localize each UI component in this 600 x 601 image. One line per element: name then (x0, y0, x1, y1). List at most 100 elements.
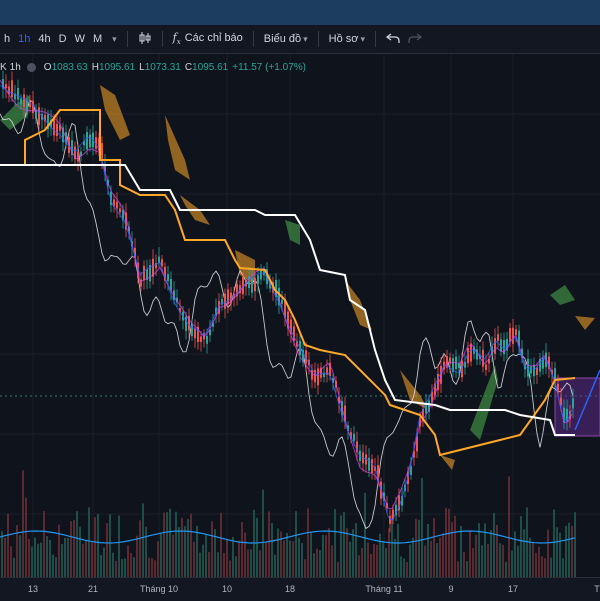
candle-body (74, 146, 76, 160)
candle-body (422, 408, 424, 422)
volume-bar (538, 546, 540, 577)
candle-body (209, 329, 211, 336)
interval-h[interactable]: h (4, 33, 11, 45)
candlestick-icon (139, 31, 151, 44)
candle-body (140, 279, 142, 287)
time-axis[interactable]: 13 21 Tháng 10 10 18 Tháng 11 9 17 T (0, 577, 600, 601)
volume-bar (391, 514, 393, 577)
volume-bar (274, 554, 276, 577)
volume-bar (409, 544, 411, 577)
volume-bar (406, 561, 408, 577)
redo-button[interactable] (404, 32, 426, 47)
candle-body (257, 275, 259, 284)
candle-body (512, 327, 514, 344)
price-chart[interactable] (0, 54, 600, 577)
candle-body (446, 355, 448, 368)
volume-bar (448, 508, 450, 577)
interval-4h[interactable]: 4h (38, 33, 51, 45)
volume-bar (325, 535, 327, 577)
chart-type-button[interactable] (134, 31, 156, 48)
candle-body (44, 114, 46, 122)
time-axis-label: 10 (221, 584, 233, 594)
volume-bar (91, 542, 93, 577)
undo-button[interactable] (382, 32, 404, 47)
chevron-down-icon[interactable]: ▾ (112, 33, 117, 44)
candle-body (53, 118, 55, 136)
volume-bar (133, 557, 135, 577)
profile-menu-button[interactable]: Hồ sơ ▾ (325, 33, 369, 45)
candle-body (260, 268, 262, 280)
indicators-button[interactable]: fx Các chỉ báo (169, 31, 247, 46)
candle-body (158, 256, 160, 264)
volume-bar (517, 545, 519, 577)
volume-bar (151, 558, 153, 577)
candle-body (338, 396, 340, 404)
volume-bar (46, 536, 48, 577)
candle-body (20, 98, 22, 105)
chart-canvas[interactable] (0, 54, 600, 577)
candle-body (200, 336, 202, 342)
candle-body (317, 368, 319, 386)
volume-bar (346, 528, 348, 577)
candle-body (8, 86, 10, 95)
candle-body (518, 330, 520, 347)
volume-bar (196, 525, 198, 577)
candle-body (122, 209, 124, 221)
candle-body (527, 358, 529, 377)
volume-bar (388, 528, 390, 577)
candle-body (419, 417, 421, 427)
candle-body (572, 398, 574, 409)
candle-body (389, 516, 391, 524)
candle-body (191, 324, 193, 337)
candle-body (278, 287, 280, 306)
volume-bar (298, 537, 300, 577)
volume-bar (154, 560, 156, 577)
volume-bar (214, 529, 216, 577)
volume-bar (115, 560, 117, 577)
candle-body (254, 277, 256, 292)
volume-bar (343, 511, 345, 577)
volume-bar (76, 511, 78, 577)
interval-w[interactable]: W (74, 33, 85, 45)
volume-bar (307, 508, 309, 577)
volume-bar (271, 523, 273, 577)
function-icon: fx (172, 31, 181, 47)
volume-bar (313, 553, 315, 577)
volume-bar (334, 509, 336, 577)
candle-body (413, 451, 415, 458)
chart-menu-label: Biểu đồ (263, 33, 302, 45)
volume-bar (394, 538, 396, 577)
candle-body (521, 348, 523, 358)
candle-body (557, 383, 559, 391)
legend-low-value: 1073.31 (144, 61, 181, 73)
volume-bar (565, 525, 567, 577)
volume-bar (403, 558, 405, 577)
candle-body (539, 358, 541, 372)
legend-low-label: L (139, 61, 145, 73)
volume-bar (352, 529, 354, 577)
volume-bar (436, 543, 438, 577)
candle-body (95, 137, 97, 149)
candle-body (116, 201, 118, 209)
candle-body (23, 94, 25, 108)
volume-bar (463, 551, 465, 577)
chart-menu-button[interactable]: Biểu đồ ▾ (260, 33, 312, 45)
volume-bar (544, 558, 546, 577)
candle-body (566, 408, 568, 422)
candle-body (179, 308, 181, 313)
candle-body (437, 373, 439, 391)
toolbar-divider (126, 31, 128, 47)
interval-1h[interactable]: 1h (18, 33, 31, 45)
candle-body (464, 361, 466, 368)
candle-body (176, 297, 178, 303)
candle-body (71, 140, 73, 156)
candle-body (2, 79, 4, 89)
toolbar-divider (375, 31, 377, 47)
interval-m[interactable]: M (92, 33, 103, 45)
volume-bar (283, 540, 285, 577)
interval-d[interactable]: D (58, 33, 67, 45)
volume-bar (58, 524, 60, 577)
volume-bar (55, 557, 57, 577)
candle-body (533, 364, 535, 377)
volume-bar (331, 545, 333, 577)
